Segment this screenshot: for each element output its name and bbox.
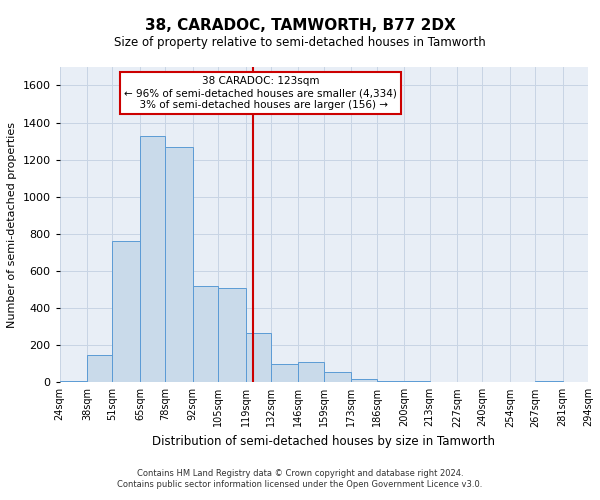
X-axis label: Distribution of semi-detached houses by size in Tamworth: Distribution of semi-detached houses by … — [152, 435, 496, 448]
Bar — [112, 242, 140, 382]
Bar — [351, 378, 377, 382]
Text: 38 CARADOC: 123sqm
← 96% of semi-detached houses are smaller (4,334)
  3% of sem: 38 CARADOC: 123sqm ← 96% of semi-detache… — [124, 76, 397, 110]
Text: Contains public sector information licensed under the Open Government Licence v3: Contains public sector information licen… — [118, 480, 482, 489]
Text: Size of property relative to semi-detached houses in Tamworth: Size of property relative to semi-detach… — [114, 36, 486, 49]
Bar — [166, 146, 193, 382]
Bar — [87, 354, 112, 382]
Text: 38, CARADOC, TAMWORTH, B77 2DX: 38, CARADOC, TAMWORTH, B77 2DX — [145, 18, 455, 32]
Bar — [193, 286, 218, 382]
Bar — [324, 372, 351, 382]
Bar — [535, 380, 563, 382]
Bar — [218, 288, 245, 382]
Bar — [140, 136, 166, 382]
Text: Contains HM Land Registry data © Crown copyright and database right 2024.: Contains HM Land Registry data © Crown c… — [137, 468, 463, 477]
Y-axis label: Number of semi-detached properties: Number of semi-detached properties — [7, 122, 17, 328]
Bar — [298, 362, 324, 382]
Bar — [271, 364, 298, 382]
Bar — [245, 333, 271, 382]
Bar — [377, 380, 404, 382]
